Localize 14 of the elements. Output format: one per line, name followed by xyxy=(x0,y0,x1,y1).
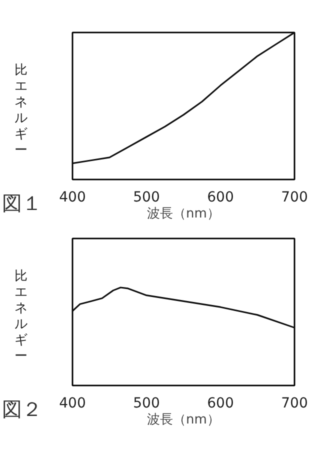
x-tick-label: 600 xyxy=(207,396,234,412)
text: 図２ xyxy=(2,396,42,423)
x-tick-label: 700 xyxy=(281,190,308,206)
y-axis-title: 比エネルギー xyxy=(14,269,28,365)
x-tick-label: 400 xyxy=(59,190,86,206)
x-tick-label: 500 xyxy=(133,396,160,412)
x-tick-label: 400 xyxy=(59,396,86,412)
x-axis-title: 波長（nm） xyxy=(147,206,220,222)
x-tick-label: 700 xyxy=(281,396,308,412)
x-tick-label: 600 xyxy=(207,190,234,206)
x-tick-label: 500 xyxy=(133,190,160,206)
text: 図１ xyxy=(2,190,42,217)
x-axis-title: 波長（nm） xyxy=(147,412,220,428)
y-axis-title: 比エネルギー xyxy=(14,63,28,159)
